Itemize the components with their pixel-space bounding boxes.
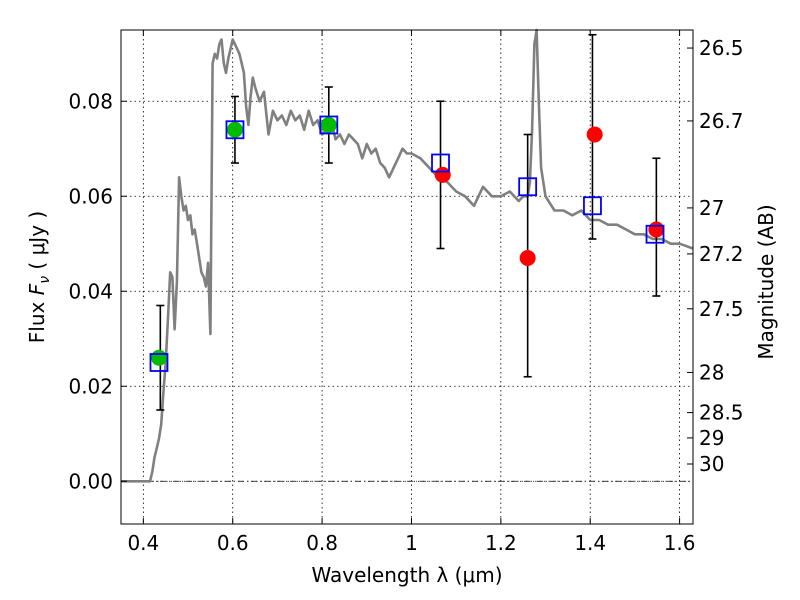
observed-point [434, 166, 451, 183]
magnitude-tick-label: 26.5 [699, 36, 744, 60]
magnitude-tick-label: 28 [699, 360, 724, 384]
observed-point [320, 117, 337, 133]
tick-label-layer: 0.4 0.6 0.8 1 1.2 1.4 1.6 0.00 0.02 0.04 0.06 0.08 2… [68, 36, 743, 555]
grid-layer [121, 30, 693, 524]
y-axis-label-prefix: Flux [25, 295, 49, 343]
observed-point [226, 121, 243, 138]
sed-curve [121, 28, 694, 483]
y-axis-label-subscript: ν [37, 276, 53, 284]
observed-point [586, 126, 603, 143]
x-tick-label: 0.4 [127, 531, 159, 555]
magnitude-tick-label: 26.7 [699, 109, 744, 133]
magnitude-tick-label: 27.5 [699, 297, 744, 321]
x-tick-label: 1.4 [574, 531, 606, 555]
y-tick-label: 0.04 [68, 279, 113, 303]
y-axis-label-suffix: ( μJy ) [25, 211, 49, 276]
model-point [431, 153, 450, 173]
model-point [583, 196, 602, 216]
y-tick-label: 0.08 [68, 89, 113, 113]
model-point [319, 115, 339, 135]
magnitude-tick-label: 29 [699, 426, 724, 450]
tick-layer [121, 30, 693, 524]
y-tick-label: 0.02 [68, 374, 113, 398]
errorbar-layer [156, 33, 661, 411]
x-tick-label: 1.2 [485, 531, 517, 555]
magnitude-axis-label: Magnitude (AB) [754, 204, 778, 359]
marker-layer [149, 115, 665, 372]
plot-frame [120, 29, 694, 525]
y-tick-label: 0.06 [68, 184, 113, 208]
x-tick-label: 1 [405, 531, 418, 555]
model-point [518, 177, 538, 197]
magnitude-tick-label: 27 [699, 196, 724, 220]
y-tick-label: 0.00 [68, 469, 113, 493]
x-tick-label: 0.8 [306, 531, 338, 555]
x-tick-label: 0.6 [217, 531, 249, 555]
observed-point [150, 349, 167, 366]
magnitude-tick-label: 28.5 [699, 401, 744, 425]
magnitude-tick-label: 27.2 [699, 242, 744, 266]
y-axis-label: Flux Fν ( μJy ) [25, 211, 53, 343]
y-axis-label-symbol: F [25, 283, 49, 295]
model-point [645, 224, 665, 244]
sed-curve-layer [121, 28, 694, 483]
observed-point [519, 250, 536, 266]
observed-point [648, 221, 665, 238]
x-axis-label: Wavelength λ (μm) [311, 563, 502, 587]
model-point [225, 120, 245, 140]
magnitude-tick-label: 30 [699, 452, 724, 476]
model-point [149, 353, 169, 372]
x-tick-label: 1.6 [664, 531, 696, 555]
